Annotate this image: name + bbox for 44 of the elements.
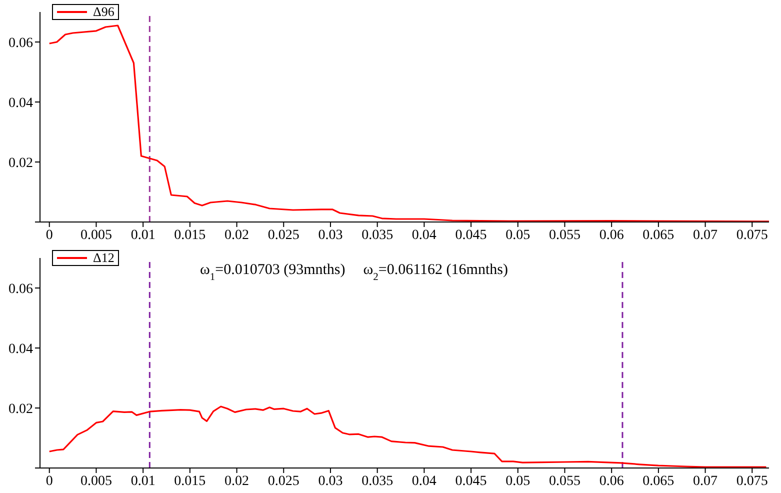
x-tick-label: 0.05 bbox=[506, 474, 530, 489]
line-series bbox=[48, 24, 769, 222]
x-tick-label: 0.01 bbox=[130, 228, 156, 243]
x-tick-label: 0.07 bbox=[693, 474, 718, 489]
x-tick-label: 0.075 bbox=[736, 474, 768, 489]
legend-label: Δ96 bbox=[93, 4, 114, 19]
x-tick-label: 0.035 bbox=[362, 474, 394, 489]
y-tick-label: 0.02 bbox=[8, 156, 33, 171]
y-tick-label: 0.06 bbox=[8, 282, 33, 297]
x-tick-label: 0.035 bbox=[362, 228, 394, 243]
x-tick-label: 0.045 bbox=[455, 228, 487, 243]
y-tick-label: 0.04 bbox=[8, 96, 33, 111]
x-tick-label: 0.055 bbox=[548, 474, 580, 489]
x-tick-label: 0.01 bbox=[130, 474, 156, 489]
x-tick-label: 0.06 bbox=[599, 228, 624, 243]
x-tick-label: 0.005 bbox=[80, 228, 112, 243]
x-tick-label: 0.025 bbox=[268, 228, 300, 243]
x-tick-label: 0.065 bbox=[642, 228, 674, 243]
x-tick-label: 0.02 bbox=[224, 228, 250, 243]
x-tick-label: 0.065 bbox=[642, 474, 674, 489]
y-tick-label: 0.02 bbox=[8, 402, 33, 417]
x-tick-label: 0.02 bbox=[224, 474, 250, 489]
x-tick-label: 0.06 bbox=[599, 474, 624, 489]
x-tick-label: 0.04 bbox=[412, 228, 436, 243]
x-tick-label: 0 bbox=[46, 228, 53, 243]
x-tick-label: 0.015 bbox=[174, 228, 206, 243]
line-series bbox=[48, 406, 767, 468]
x-tick-label: 0.03 bbox=[318, 228, 343, 243]
x-tick-label: 0 bbox=[46, 474, 53, 489]
x-tick-label: 0.05 bbox=[506, 228, 530, 243]
x-tick-label: 0.075 bbox=[736, 228, 768, 243]
annotation: ω$_{1}$=0.010703 (93mnths) bbox=[200, 262, 346, 282]
x-tick-label: 0.005 bbox=[80, 474, 112, 489]
x-tick-label: 0.015 bbox=[174, 474, 206, 489]
y-tick-label: 0.06 bbox=[8, 36, 33, 51]
x-tick-label: 0.055 bbox=[548, 228, 580, 243]
x-tick-label: 0.07 bbox=[693, 228, 718, 243]
y-tick-label: 0.04 bbox=[8, 342, 33, 357]
x-tick-label: 0.045 bbox=[455, 474, 487, 489]
legend-label: Δ12 bbox=[93, 250, 114, 265]
x-tick-label: 0.025 bbox=[268, 474, 300, 489]
annotation: ω$_{2}$=0.061162 (16mnths) bbox=[363, 262, 508, 282]
x-tick-label: 0.03 bbox=[318, 474, 343, 489]
x-tick-label: 0.04 bbox=[412, 474, 436, 489]
